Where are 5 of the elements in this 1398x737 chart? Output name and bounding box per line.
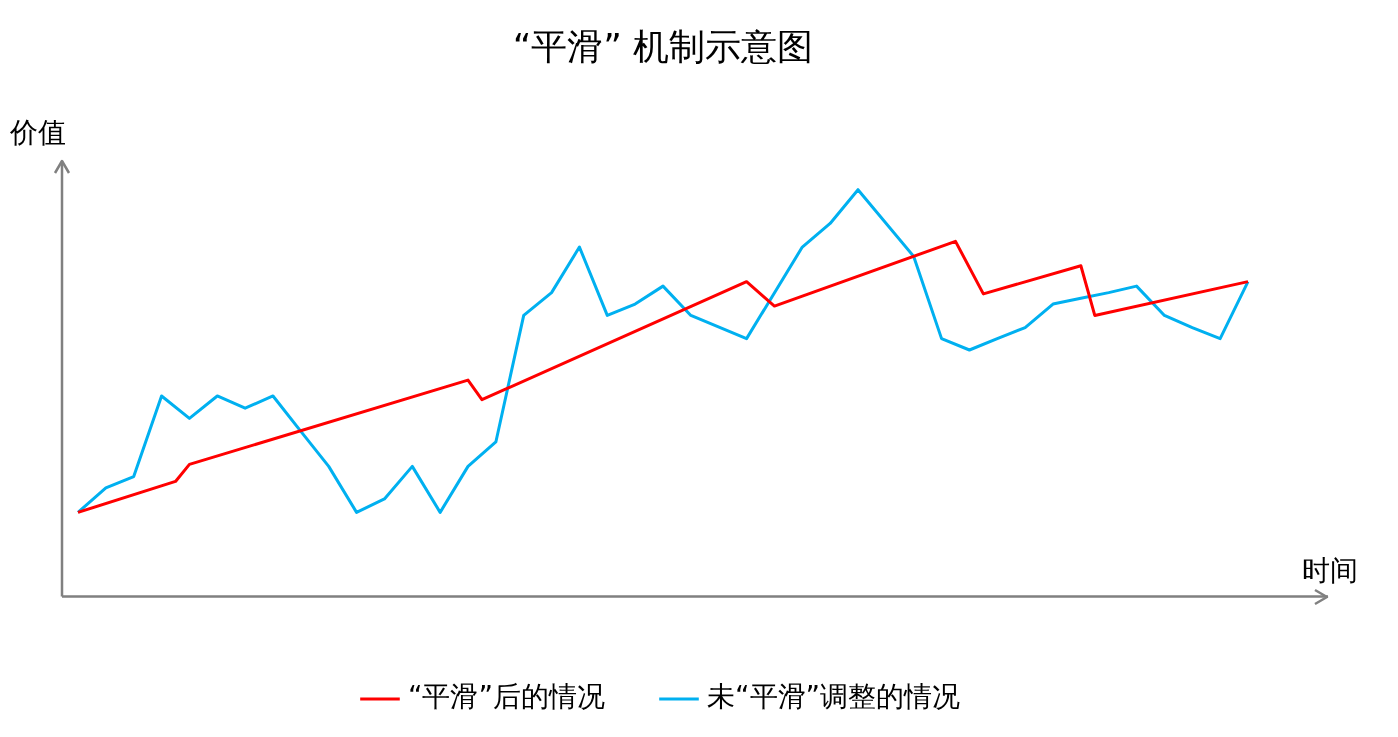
x-axis-title: 时间 (1302, 553, 1358, 587)
chart-title: “平滑” 机制示意图 (512, 25, 814, 67)
y-axis-title: 价值 (9, 116, 66, 150)
legend-label: 未“平滑”调整的情况 (707, 680, 961, 714)
legend-label: “平滑”后的情况 (407, 680, 605, 714)
